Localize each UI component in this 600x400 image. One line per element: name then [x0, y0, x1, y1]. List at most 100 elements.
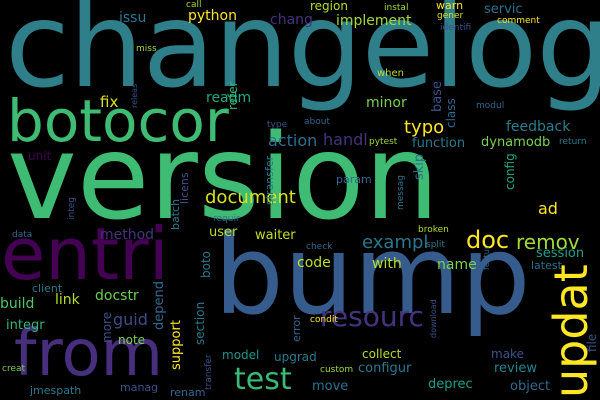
word-name: name: [437, 257, 477, 273]
word-docstr: docstr: [95, 288, 139, 304]
word-error: error: [290, 315, 303, 342]
word-changelog: changelog: [5, 0, 600, 114]
word-jmespath: jmespath: [30, 384, 82, 397]
word-latest: latest: [531, 259, 562, 272]
word-skip: skip: [412, 153, 427, 180]
word-boto: boto: [199, 250, 213, 278]
word-issu: issu: [119, 10, 147, 26]
word-fix: fix: [100, 93, 119, 111]
word-identifi: identifi: [440, 23, 472, 33]
word-depend: depend: [152, 281, 167, 330]
word-feedback: feedback: [506, 119, 571, 135]
word-function: function: [412, 136, 466, 151]
word-move: move: [312, 379, 349, 394]
word-document: document: [205, 187, 296, 208]
word-more: more: [100, 311, 114, 343]
word-chang: chang: [270, 12, 313, 28]
word-comment: comment: [497, 16, 540, 26]
word-model: model: [222, 348, 260, 362]
word-with: with: [372, 256, 402, 272]
word-guid: guid: [113, 310, 148, 329]
word-doc: doc: [466, 226, 510, 254]
word-make: make: [491, 347, 524, 361]
word-split: split: [426, 240, 445, 250]
word-upgrad: upgrad: [274, 350, 317, 364]
word-botocor: botocor: [7, 87, 229, 155]
word-param: param: [336, 173, 372, 186]
word-build: build: [0, 296, 35, 312]
word-batch: batch: [169, 198, 182, 230]
word-requir: requir: [213, 214, 240, 224]
word-broken: broken: [418, 225, 449, 235]
word-messag: messag: [396, 175, 406, 210]
word-custom: custom: [320, 365, 354, 375]
word-configur: configur: [358, 361, 412, 376]
word-waiter: waiter: [255, 228, 296, 243]
word-modul: modul: [476, 101, 505, 111]
word-python: python: [188, 8, 237, 24]
word-refer: refer: [226, 81, 240, 110]
word-method: method: [100, 227, 155, 243]
word-client: client: [32, 282, 63, 295]
word-ad: ad: [538, 199, 558, 218]
word-check: check: [306, 242, 333, 252]
word-servic: servic: [484, 2, 523, 17]
word-entri: entri: [1, 212, 169, 296]
word-file: file: [585, 333, 599, 352]
word-unit: unit: [28, 149, 52, 163]
word-warn: warn: [436, 0, 464, 12]
word-object: object: [510, 379, 551, 394]
word-base: base: [430, 81, 445, 112]
word-bump: bump: [214, 211, 531, 339]
word-type: type: [267, 120, 288, 130]
word-class: class: [444, 98, 458, 128]
word-implement: implement: [336, 13, 412, 29]
word-transfer: transfer: [204, 354, 214, 390]
word-featur: featur: [482, 245, 491, 270]
word-handl: handl: [323, 130, 368, 149]
word-link: link: [55, 292, 80, 308]
word-config: config: [503, 153, 517, 190]
word-region: region: [310, 0, 348, 13]
word-renam: renam: [170, 386, 206, 399]
word-creat: creat: [2, 364, 26, 374]
word-section: section: [193, 301, 207, 345]
word-resourc: resourc: [320, 300, 424, 333]
word-version: version: [7, 108, 440, 246]
word-releas: releas: [130, 83, 139, 108]
word-remov: remov: [516, 230, 580, 254]
word-manag: manag: [120, 381, 159, 394]
word-instal: instal: [384, 3, 409, 13]
word-code: code: [297, 255, 331, 271]
word-download: download: [429, 299, 438, 338]
word-review: review: [494, 361, 537, 376]
word-gener: gener: [437, 11, 464, 21]
word-typo: typo: [404, 117, 445, 138]
word-call: call: [186, 0, 202, 10]
word-data: data: [12, 230, 33, 240]
word-readm: readm: [206, 90, 252, 106]
word-test: test: [234, 362, 292, 397]
word-return: return: [559, 137, 587, 147]
word-integr: integr: [6, 318, 45, 333]
word-exampl: exampl: [362, 232, 429, 253]
word-updat: updat: [544, 264, 598, 398]
word-from: from: [14, 317, 163, 391]
word-about: about: [304, 117, 330, 127]
word-miss: miss: [136, 44, 157, 54]
word-when: when: [377, 68, 405, 79]
word-note: note: [118, 333, 146, 347]
word-support: support: [169, 320, 184, 370]
word-collect: collect: [362, 347, 402, 361]
word-deprec: deprec: [428, 377, 473, 392]
word-minor: minor: [366, 95, 407, 111]
word-session: session: [536, 246, 585, 261]
word-condit: condit: [310, 315, 338, 325]
word-user: user: [209, 225, 238, 240]
word-integ: integ: [67, 197, 77, 220]
word-pytest: pytest: [369, 137, 398, 147]
word-dynamodb: dynamodb: [481, 135, 551, 150]
word-stransfer: stransfer: [263, 155, 276, 205]
word-action: action: [268, 131, 318, 150]
